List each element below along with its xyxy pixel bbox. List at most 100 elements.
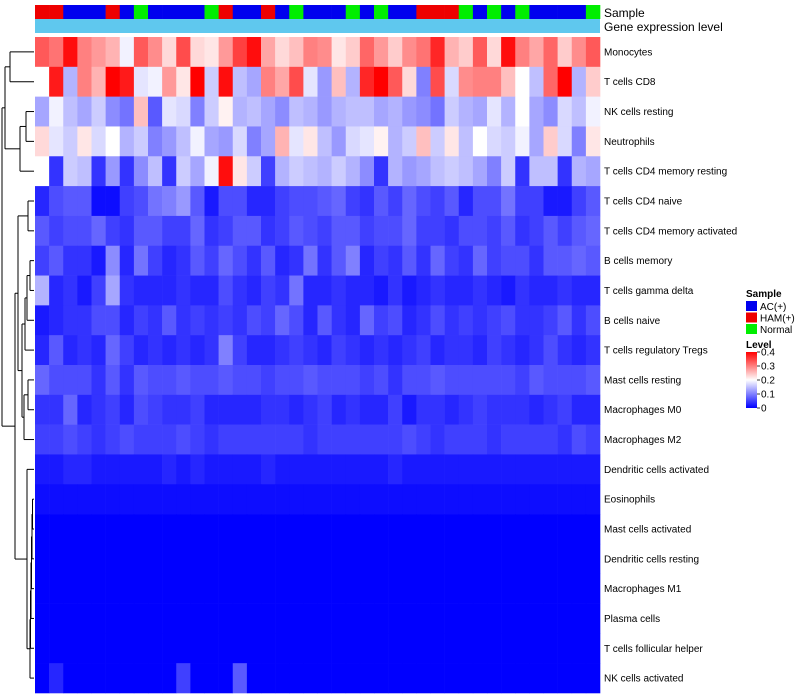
- heatmap-cell: [190, 633, 205, 664]
- heatmap-cell: [232, 603, 248, 634]
- heatmap-cell: [557, 96, 573, 127]
- heatmap-cell: [218, 96, 234, 127]
- heatmap-cell: [374, 514, 389, 545]
- heatmap-cell: [416, 156, 431, 187]
- heatmap-cell: [374, 66, 389, 97]
- row-label: NK cells resting: [604, 107, 673, 118]
- heatmap-cell: [529, 96, 544, 127]
- heatmap-cell: [190, 663, 205, 694]
- heatmap-cell: [190, 365, 205, 396]
- heatmap-cell: [162, 663, 177, 694]
- heatmap-cell: [261, 126, 276, 157]
- heatmap-cell: [77, 514, 92, 545]
- heatmap-cell: [204, 424, 219, 455]
- heatmap-cell: [91, 335, 106, 366]
- heatmap-cell: [345, 424, 361, 455]
- heatmap-cell: [430, 663, 445, 694]
- heatmap-cell: [119, 633, 135, 664]
- heatmap-cell: [388, 365, 403, 396]
- heatmap-cell: [501, 454, 516, 485]
- sample-legend: Sample AC(+)HAM(+)Normal: [746, 289, 795, 336]
- heatmap-cell: [289, 603, 304, 634]
- heatmap-cell: [218, 543, 234, 575]
- heatmap-cell: [543, 186, 558, 217]
- heatmap-cell: [501, 186, 516, 217]
- heatmap-cell: [359, 603, 375, 634]
- heatmap-cell: [317, 126, 332, 157]
- heatmap-cell: [105, 335, 121, 366]
- heatmap-cell: [162, 37, 177, 68]
- heatmap-cell: [472, 156, 488, 187]
- heatmap-cell: [472, 215, 488, 247]
- heatmap-cell: [557, 603, 573, 634]
- heatmap-cell: [571, 365, 587, 396]
- heatmap-cell: [77, 66, 92, 97]
- sample-annotation-cell: [176, 5, 191, 19]
- heatmap-cell: [472, 126, 488, 157]
- heatmap-cell: [289, 514, 304, 545]
- heatmap-cell: [176, 633, 191, 664]
- heatmap-cell: [571, 663, 587, 694]
- heatmap-cell: [430, 335, 445, 366]
- heatmap-cell: [218, 305, 234, 336]
- heatmap-cell: [190, 275, 205, 306]
- heatmap-cell: [487, 394, 502, 425]
- heatmap-cell: [585, 424, 601, 455]
- heatmap-cell: [458, 543, 474, 575]
- heatmap-cell: [472, 543, 488, 575]
- heatmap-cell: [105, 514, 121, 545]
- heatmap-cell: [416, 484, 431, 515]
- heatmap-cell: [529, 156, 544, 187]
- heatmap-cell: [317, 215, 332, 247]
- heatmap-cell: [557, 37, 573, 68]
- heatmap-cell: [77, 633, 92, 664]
- heatmap-cell: [162, 365, 177, 396]
- heatmap-cell: [91, 365, 106, 396]
- heatmap-cell: [246, 633, 262, 664]
- heatmap-cell: [77, 186, 92, 217]
- heatmap-cell: [246, 126, 262, 157]
- heatmap-cell: [49, 394, 64, 425]
- heatmap-cell: [246, 156, 262, 187]
- heatmap-cell: [402, 335, 417, 366]
- row-label: T cells CD4 naive: [604, 197, 683, 208]
- row-label: T cells CD4 memory activated: [604, 226, 737, 237]
- heatmap-cell: [176, 305, 191, 336]
- heatmap-cell: [218, 454, 234, 485]
- heatmap-cell: [275, 543, 290, 575]
- heatmap-cell: [105, 424, 121, 455]
- heatmap-cell: [261, 66, 276, 97]
- heatmap-cell: [317, 633, 332, 664]
- heatmap-cell: [430, 543, 445, 575]
- heatmap-cell: [204, 305, 219, 336]
- heatmap-cell: [388, 484, 403, 515]
- heatmap-cell: [105, 394, 121, 425]
- heatmap-cell: [402, 365, 417, 396]
- heatmap-cell: [148, 394, 163, 425]
- heatmap-cell: [261, 186, 276, 217]
- heatmap-cell: [444, 126, 460, 157]
- heatmap-cell: [49, 126, 64, 157]
- heatmap-cell: [218, 126, 234, 157]
- sample-annotation-cell: [218, 5, 234, 19]
- heatmap-cell: [204, 365, 219, 396]
- heatmap-cell: [359, 186, 375, 217]
- heatmap-cell: [133, 633, 149, 664]
- heatmap-cell: [49, 633, 64, 664]
- heatmap-cell: [303, 66, 318, 97]
- heatmap-cell: [458, 424, 474, 455]
- heatmap-cell: [133, 245, 149, 276]
- heatmap-cell: [246, 543, 262, 575]
- heatmap-cell: [133, 454, 149, 485]
- heatmap-cell: [487, 335, 502, 366]
- heatmap-cell: [289, 663, 304, 694]
- heatmap-cell: [91, 156, 106, 187]
- heatmap-cell: [35, 37, 50, 68]
- heatmap-cell: [529, 454, 544, 485]
- heatmap-cell: [148, 37, 163, 68]
- heatmap-cell: [275, 454, 290, 485]
- heatmap-cell: [246, 275, 262, 306]
- heatmap-cell: [77, 543, 92, 575]
- heatmap-cell: [275, 514, 290, 545]
- heatmap-cell: [458, 603, 474, 634]
